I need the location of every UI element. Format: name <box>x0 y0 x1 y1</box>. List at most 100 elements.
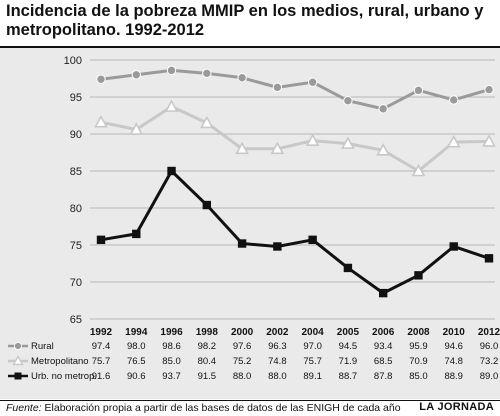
metropolitano-point <box>482 134 496 147</box>
x-tick-label: 2008 <box>407 327 430 338</box>
legend-circle-marker <box>14 342 22 350</box>
data-table-cell: 73.2 <box>480 356 499 367</box>
y-tick-label: 85 <box>70 166 82 178</box>
data-table-cell: 87.8 <box>374 371 393 382</box>
series-line-triangle <box>100 105 490 173</box>
y-tick-label: 95 <box>70 92 82 104</box>
data-table-cell: 97.0 <box>303 341 322 352</box>
urb-no-metrop-point <box>273 242 282 251</box>
series-line-circle <box>100 68 490 111</box>
rural-point <box>378 104 388 114</box>
legend-label: Metropolitano <box>31 356 89 367</box>
urb-no-metrop-point <box>378 288 388 298</box>
urb-no-metrop-point <box>237 239 247 248</box>
x-tick-label: 1996 <box>160 327 183 338</box>
data-table-cell: 88.7 <box>339 371 358 382</box>
urb-no-metrop-point <box>484 254 494 263</box>
x-tick-label: 2005 <box>337 327 360 338</box>
x-tick-label: 1992 <box>90 327 113 338</box>
rural-point <box>307 77 318 87</box>
x-tick-label: 1994 <box>125 327 148 338</box>
y-tick-label: 100 <box>64 55 82 67</box>
rural-point <box>237 73 247 83</box>
x-tick-label: 2002 <box>266 327 289 338</box>
y-tick-label: 65 <box>70 314 82 326</box>
rural-point <box>413 85 424 96</box>
data-table-cell: 93.7 <box>162 371 181 382</box>
source-note: Fuente: Elaboración propia a partir de l… <box>6 402 401 414</box>
metropolitano-point <box>235 141 249 155</box>
metropolitano-point <box>270 141 285 155</box>
data-table-cell: 75.7 <box>92 356 111 367</box>
rural-point <box>166 65 177 76</box>
urb-no-metrop-point <box>167 166 176 176</box>
rural-point <box>96 74 106 84</box>
metropolitano-point <box>411 163 426 177</box>
chart-svg: 65 70 75 80 85 90 95 100 1992 1994 1996 1998 2000 200… <box>8 55 500 382</box>
data-table-cell: 90.6 <box>127 371 146 382</box>
rural-point <box>131 70 141 80</box>
metropolitano-point <box>341 136 355 149</box>
data-table-cell: 98.6 <box>162 341 181 352</box>
legend-square-marker <box>14 372 22 380</box>
metropolitano-point <box>164 99 179 112</box>
data-table-cell: 85.0 <box>162 356 181 367</box>
data-table-cell: 75.7 <box>303 356 322 367</box>
data-table-cell: 98.2 <box>198 341 217 352</box>
series-line-square <box>100 169 490 295</box>
legend-triangle-marker <box>12 355 24 366</box>
x-tick-label: 2004 <box>302 327 325 338</box>
data-table-cell: 96.3 <box>268 341 287 352</box>
data-table-cell: 94.6 <box>444 341 463 352</box>
urb-no-metrop-point <box>414 271 423 280</box>
y-tick-label: 90 <box>70 129 82 141</box>
data-table-cell: 85.0 <box>409 371 428 382</box>
y-tick-label: 80 <box>70 203 82 215</box>
rural-point <box>202 68 212 79</box>
data-table-cell: 76.5 <box>127 356 146 367</box>
data-table-cell: 80.4 <box>198 356 217 367</box>
metropolitano-point <box>376 143 391 156</box>
data-table-cell: 74.8 <box>268 356 287 367</box>
data-table-cell: 91.5 <box>198 371 217 382</box>
metropolitano-point <box>305 133 320 146</box>
metropolitano-point <box>199 115 214 129</box>
source-label: Fuente: <box>6 402 42 414</box>
urb-no-metrop-point <box>202 200 212 210</box>
x-tick-label: 1998 <box>196 327 219 338</box>
title-divider <box>0 46 500 48</box>
data-table-cell: 94.5 <box>339 341 358 352</box>
metropolitano-point <box>129 122 144 135</box>
x-tick-label: 2010 <box>443 327 466 338</box>
x-tick-label: 2000 <box>231 327 254 338</box>
footer-divider <box>0 400 500 401</box>
x-tick-label: 2012 <box>478 327 500 338</box>
rural-point <box>343 96 353 106</box>
chart-panel <box>0 48 500 399</box>
data-table-cell: 75.2 <box>233 356 252 367</box>
data-table-cell: 74.8 <box>444 356 463 367</box>
rural-point <box>272 82 283 93</box>
data-table-cell: 70.9 <box>409 356 428 367</box>
urb-no-metrop-point <box>132 229 141 239</box>
rural-point <box>449 95 459 105</box>
legend-label: Urb. no metrop. <box>31 371 97 382</box>
urb-no-metrop-point <box>96 235 106 245</box>
data-table-cell: 88.9 <box>444 371 463 382</box>
x-tick-label: 2006 <box>372 327 395 338</box>
data-table-cell: 95.9 <box>409 341 428 352</box>
chart-title: Incidencia de la pobreza MMIP en los med… <box>6 2 484 39</box>
data-table-cell: 91.6 <box>92 371 111 382</box>
data-table-cell: 88.0 <box>233 371 252 382</box>
source-text: Elaboración propia a partir de las bases… <box>41 402 401 414</box>
data-table-cell: 71.9 <box>339 356 358 367</box>
data-table-cell: 97.6 <box>233 341 252 352</box>
data-table-cell: 89.0 <box>480 371 499 382</box>
data-table-cell: 68.5 <box>374 356 393 367</box>
data-table-cell: 96.0 <box>480 341 499 352</box>
urb-no-metrop-point <box>308 235 317 245</box>
rural-point <box>484 84 494 95</box>
urb-no-metrop-point <box>449 242 458 251</box>
data-table-cell: 89.1 <box>303 371 322 382</box>
y-tick-label: 75 <box>70 240 82 252</box>
